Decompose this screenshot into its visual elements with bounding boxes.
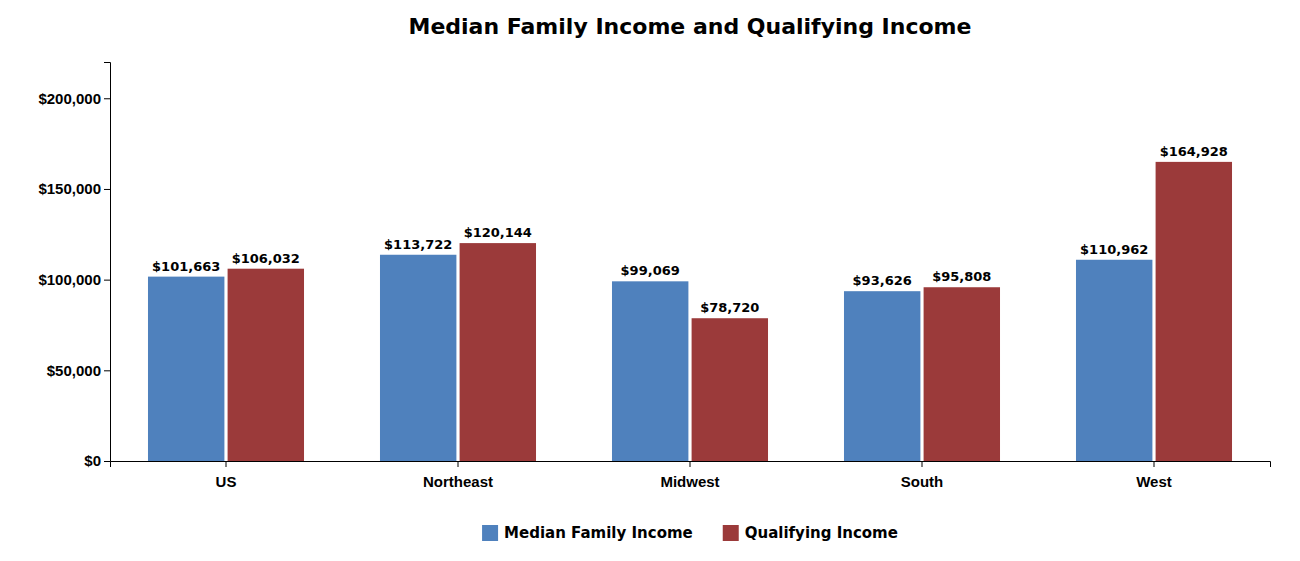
data-label: $164,928 bbox=[1160, 144, 1228, 159]
series bbox=[228, 162, 1232, 461]
y-tick-mark bbox=[104, 370, 110, 371]
data-label: $106,032 bbox=[232, 251, 300, 266]
bar bbox=[612, 281, 688, 461]
data-label: $99,069 bbox=[621, 263, 680, 278]
y-tick-mark bbox=[104, 280, 110, 281]
series bbox=[148, 255, 1152, 461]
data-label: $120,144 bbox=[464, 225, 532, 240]
x-tick: Midwest bbox=[660, 461, 719, 490]
x-tick-label: US bbox=[216, 473, 237, 490]
bar bbox=[228, 269, 304, 461]
bar bbox=[844, 291, 920, 461]
x-tick: South bbox=[901, 461, 944, 490]
x-tick-label: South bbox=[901, 473, 944, 490]
x-tick-label: West bbox=[1136, 473, 1172, 490]
chart: $0 $50,000 $100,000 $150,000 $200,000 US North… bbox=[0, 0, 1300, 561]
bar bbox=[1156, 162, 1232, 461]
legend: Median Family Income Qualifying Income bbox=[482, 524, 898, 542]
y-tick-label: $200,000 bbox=[38, 90, 101, 107]
data-labels: $101,663 $113,722 $99,069 $93,626 $110,962 $1… bbox=[152, 144, 1228, 315]
x-tick-mark bbox=[226, 461, 227, 467]
y-tick: $0 bbox=[84, 452, 110, 469]
bar bbox=[924, 287, 1000, 461]
legend-item: Median Family Income bbox=[482, 524, 693, 542]
y-tick-mark bbox=[104, 189, 110, 190]
y-tick-mark bbox=[104, 461, 110, 462]
y-tick-label: $0 bbox=[84, 452, 101, 469]
y-tick-label: $100,000 bbox=[38, 271, 101, 288]
data-label: $93,626 bbox=[853, 273, 912, 288]
bar bbox=[1076, 260, 1152, 461]
x-tick-label: Midwest bbox=[660, 473, 719, 490]
y-tick: $100,000 bbox=[38, 271, 110, 288]
bars bbox=[148, 162, 1232, 461]
x-tick: US bbox=[216, 461, 237, 490]
y-tick: $150,000 bbox=[38, 180, 110, 197]
y-axis-line bbox=[104, 63, 111, 462]
x-axis-line bbox=[111, 462, 1271, 468]
y-axis: $0 $50,000 $100,000 $150,000 $200,000 bbox=[38, 63, 110, 470]
x-tick: West bbox=[1136, 461, 1172, 490]
data-label: $95,808 bbox=[932, 269, 991, 284]
y-tick-label: $150,000 bbox=[38, 180, 101, 197]
legend-label: Qualifying Income bbox=[745, 524, 898, 542]
data-label: $101,663 bbox=[152, 259, 220, 274]
y-tick-label: $50,000 bbox=[47, 362, 101, 379]
x-tick-label: Northeast bbox=[423, 473, 493, 490]
bar bbox=[148, 277, 224, 461]
data-label: $110,962 bbox=[1080, 242, 1148, 257]
y-tick: $200,000 bbox=[38, 90, 110, 107]
title: Median Family Income and Qualifying Inco… bbox=[409, 14, 972, 39]
legend-label: Median Family Income bbox=[504, 524, 693, 542]
x-tick-mark bbox=[1154, 461, 1155, 467]
data-label: $78,720 bbox=[700, 300, 759, 315]
data-label: $113,722 bbox=[384, 237, 452, 252]
x-axis: US Northeast Midwest South West bbox=[111, 461, 1271, 490]
y-tick-mark bbox=[104, 98, 110, 99]
legend-swatch bbox=[482, 525, 498, 541]
plot: $0 $50,000 $100,000 $150,000 $200,000 US North… bbox=[38, 63, 1270, 490]
bar bbox=[692, 318, 768, 461]
legend-swatch bbox=[723, 525, 739, 541]
x-tick-mark bbox=[922, 461, 923, 467]
legend-item: Qualifying Income bbox=[723, 524, 898, 542]
bar bbox=[380, 255, 456, 461]
y-tick: $50,000 bbox=[47, 362, 110, 379]
x-tick-mark bbox=[458, 461, 459, 467]
x-tick: Northeast bbox=[423, 461, 493, 490]
x-tick-mark bbox=[690, 461, 691, 467]
bar bbox=[460, 243, 536, 461]
